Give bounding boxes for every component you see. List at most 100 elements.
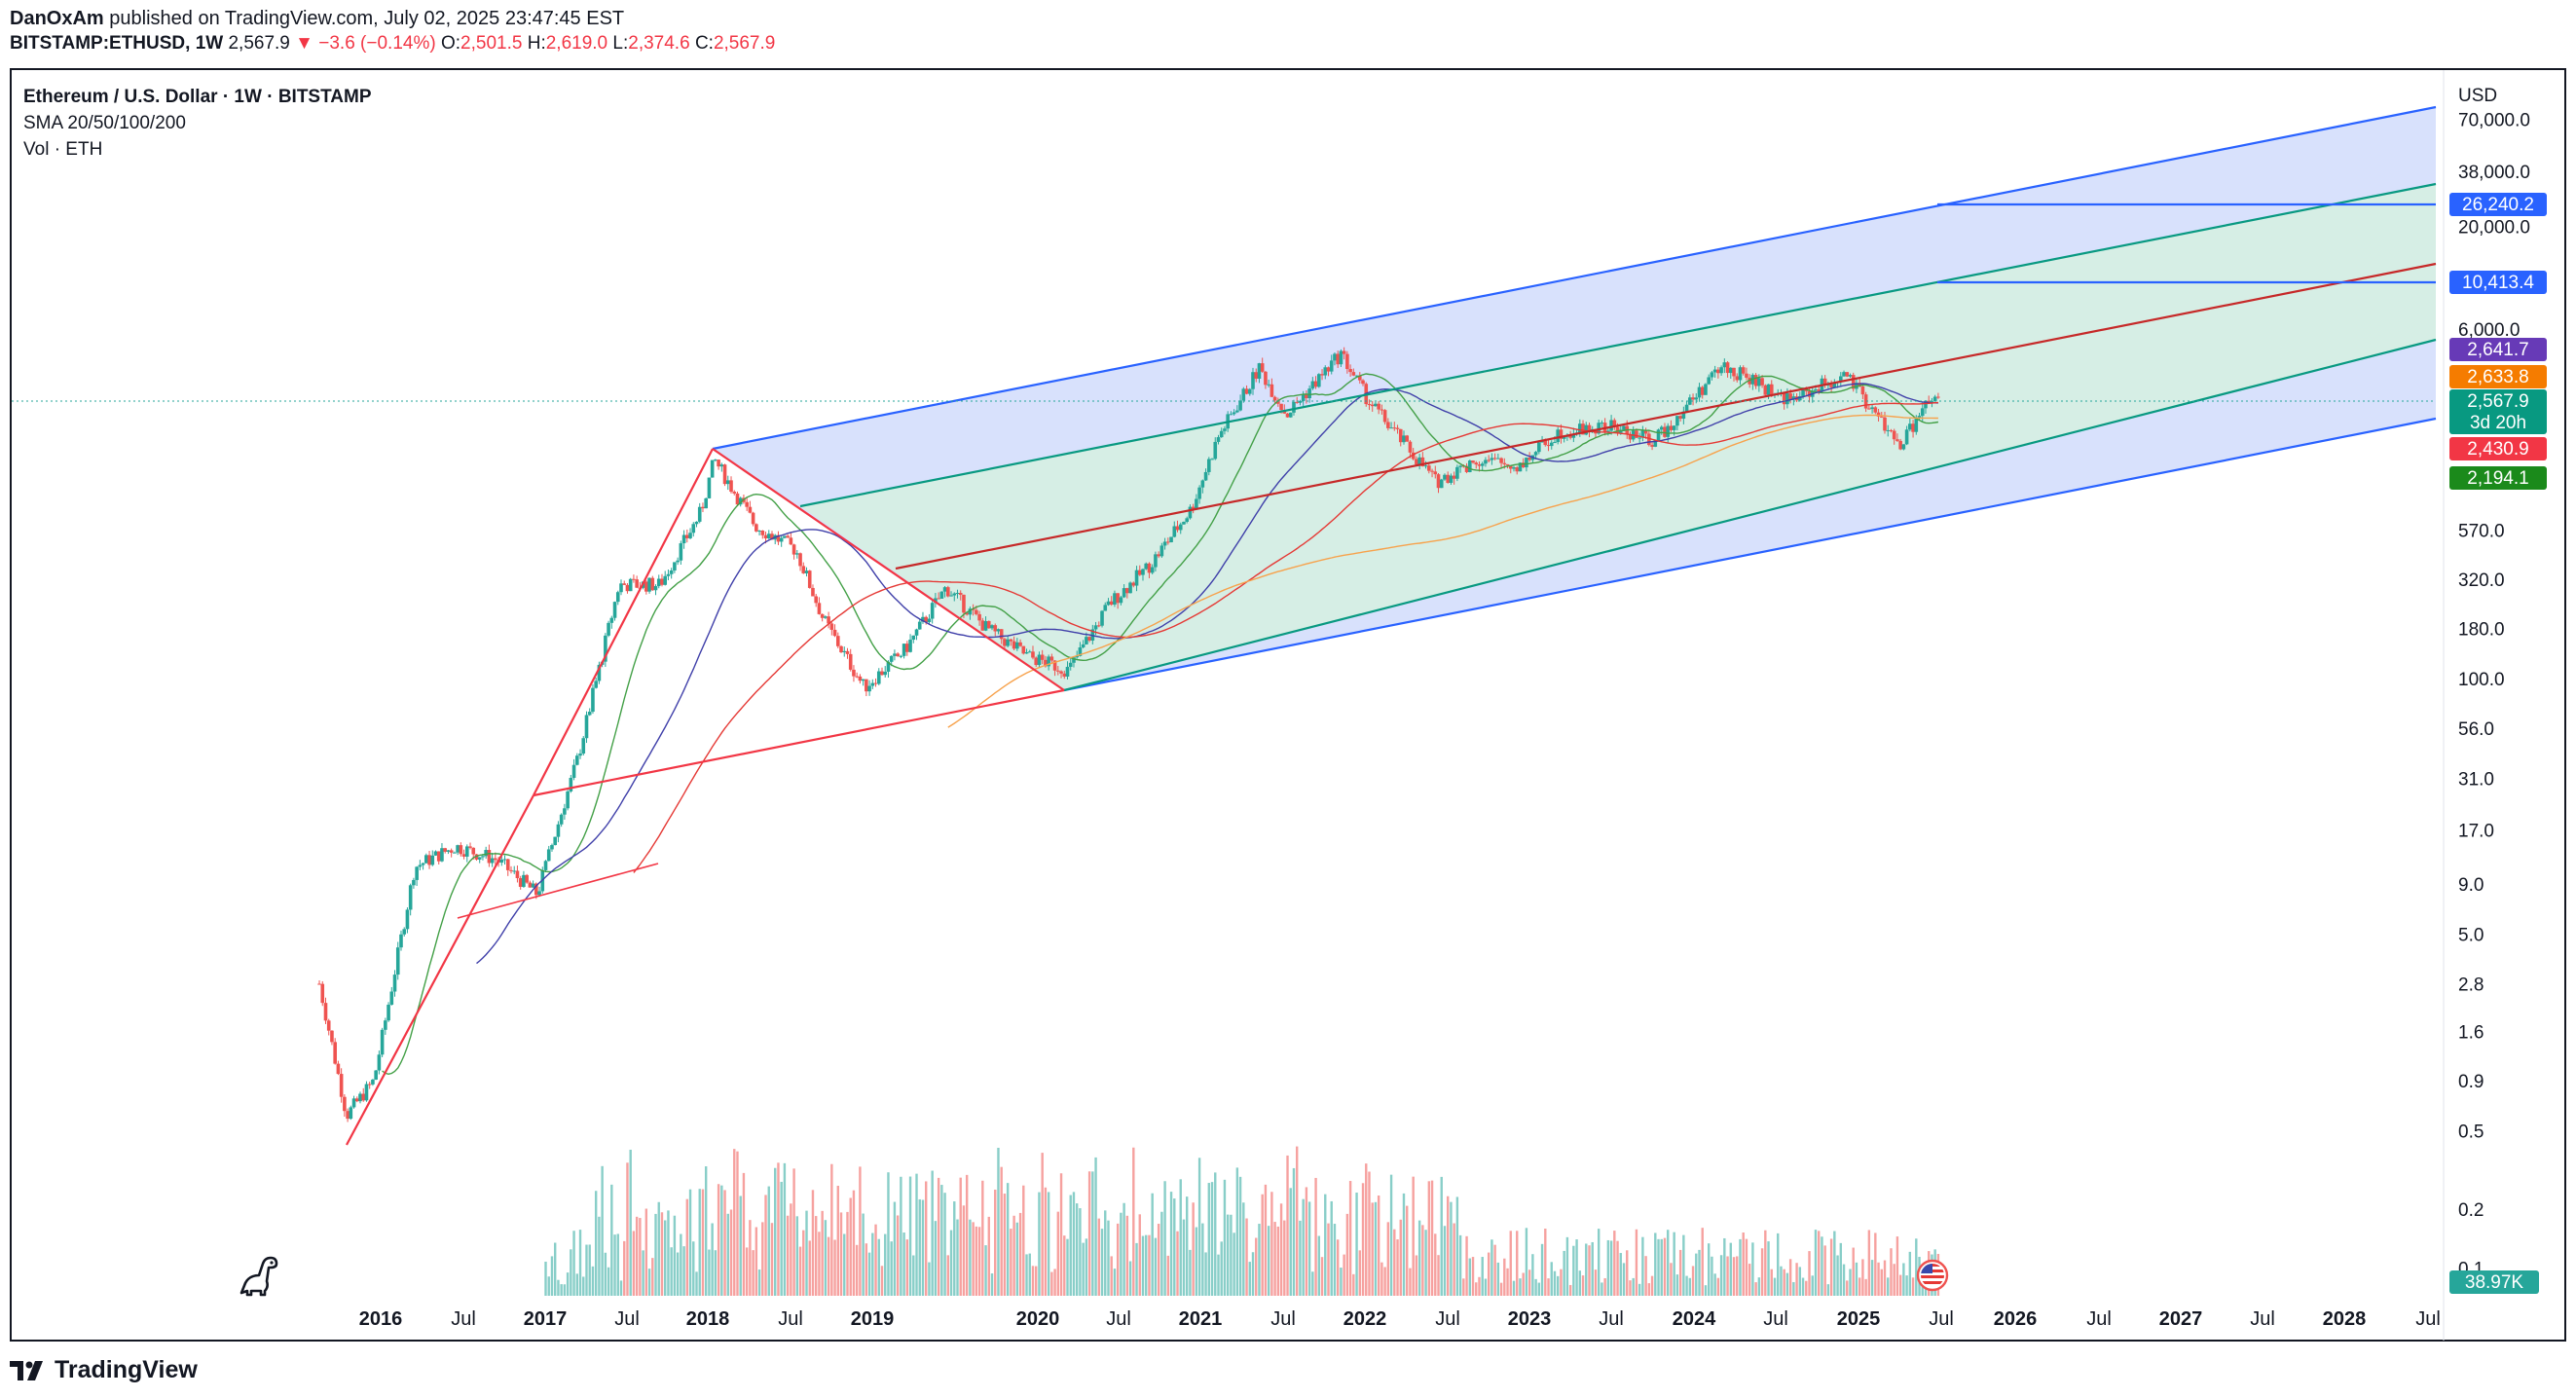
volume-bar	[874, 1224, 877, 1296]
candle-body	[999, 629, 1004, 640]
candle-body	[323, 1003, 328, 1021]
volume-bar	[1430, 1180, 1434, 1296]
candle-body	[1272, 396, 1277, 401]
volume-bar	[757, 1269, 761, 1296]
candle-body	[1505, 463, 1510, 466]
candle-body	[374, 1070, 378, 1080]
publish-info: DanOxAm published on TradingView.com, Ju…	[10, 8, 624, 30]
candle-body	[317, 983, 321, 985]
candle-body	[578, 754, 582, 756]
legend-vol[interactable]: Vol · ETH	[23, 139, 103, 160]
candle-body	[789, 537, 793, 545]
candle-body	[829, 623, 834, 630]
volume-bar	[1151, 1193, 1154, 1296]
candle-body	[1178, 524, 1183, 531]
y-tick-label: 17.0	[2458, 821, 2494, 841]
candle-body	[1515, 467, 1520, 472]
candle-body	[1537, 442, 1541, 453]
candle-body	[1326, 367, 1331, 372]
candle-body	[704, 497, 708, 509]
candle-body	[729, 480, 733, 493]
volume-bar	[943, 1193, 946, 1296]
volume-bar	[824, 1220, 828, 1296]
candle-body	[575, 755, 579, 765]
volume-bar	[1355, 1192, 1358, 1296]
candle-body	[1052, 660, 1057, 671]
candle-body	[824, 616, 828, 618]
candle-body	[1568, 435, 1572, 438]
volume-bar	[795, 1216, 799, 1296]
candle-body	[349, 1107, 353, 1120]
candle-body	[336, 1063, 341, 1075]
candle-body	[563, 808, 567, 815]
volume-bar	[726, 1213, 729, 1296]
volume-bar	[1867, 1230, 1871, 1296]
volume-bar	[969, 1219, 972, 1296]
candle-body	[481, 856, 485, 858]
volume-bar	[1192, 1202, 1195, 1296]
fork-line-d	[346, 794, 534, 1146]
legend-title[interactable]: Ethereum / U.S. Dollar · 1W · BITSTAMP	[23, 87, 372, 107]
volume-bar	[1691, 1266, 1695, 1296]
fork-line-c	[533, 448, 714, 796]
candle-body	[1093, 625, 1098, 630]
candle-body	[965, 612, 969, 615]
volume-bar	[1481, 1257, 1484, 1296]
volume-bar	[764, 1195, 767, 1296]
candle-body	[1427, 465, 1431, 471]
legend-sma[interactable]: SMA 20/50/100/200	[23, 113, 186, 133]
price-tag	[2449, 193, 2547, 216]
volume-bar	[1031, 1266, 1035, 1296]
volume-bar	[1773, 1277, 1777, 1296]
volume-bar	[1462, 1278, 1465, 1296]
dinosaur-icon[interactable]	[236, 1254, 282, 1299]
volume-bar	[1594, 1269, 1598, 1296]
candle-body	[1333, 353, 1337, 361]
candle-body	[1081, 644, 1086, 647]
volume-bar	[629, 1149, 632, 1296]
price-tag	[2449, 389, 2547, 434]
volume-bar	[1839, 1242, 1842, 1296]
volume-bar	[1437, 1255, 1440, 1296]
candle-body	[509, 869, 513, 871]
volume-bar	[925, 1181, 928, 1296]
candle-body	[1166, 541, 1170, 543]
author-name[interactable]: DanOxAm	[10, 8, 104, 29]
candle-body	[786, 535, 790, 538]
candle-body	[546, 849, 551, 862]
candle-body	[1348, 369, 1352, 373]
candle-body	[1285, 413, 1290, 418]
candle-body	[688, 533, 692, 538]
price-tag	[2449, 338, 2547, 361]
candle-body	[1549, 442, 1554, 447]
candle-body	[1232, 412, 1236, 415]
volume-bar	[1905, 1275, 1908, 1296]
volume-bar	[1563, 1250, 1565, 1296]
volume-bar	[774, 1167, 777, 1296]
candle-body	[1798, 395, 1802, 401]
candle-body	[751, 512, 755, 525]
candle-body	[996, 629, 1001, 632]
volume-bar	[1742, 1232, 1745, 1296]
x-tick-label: Jul	[1106, 1308, 1131, 1330]
volume-bar	[660, 1212, 664, 1296]
volume-bar	[805, 1210, 808, 1296]
candle-body	[371, 1079, 375, 1085]
candle-body	[977, 613, 981, 621]
volume-bar	[1468, 1258, 1471, 1296]
volume-bar	[688, 1189, 692, 1296]
candle-body	[1162, 541, 1167, 546]
y-tick-label: 20,000.0	[2458, 217, 2530, 238]
volume-bar	[1003, 1194, 1007, 1296]
candle-body	[1128, 582, 1132, 594]
candle-body	[1402, 435, 1406, 443]
candle-body	[1870, 407, 1874, 410]
us-flag-icon[interactable]	[1916, 1259, 1949, 1292]
footer-brand[interactable]: TradingView	[10, 1356, 198, 1384]
y-tick-label: 5.0	[2458, 926, 2484, 946]
volume-bar	[1047, 1192, 1050, 1296]
volume-bar	[680, 1233, 682, 1296]
candle-body	[694, 521, 699, 525]
candle-body	[351, 1098, 356, 1108]
